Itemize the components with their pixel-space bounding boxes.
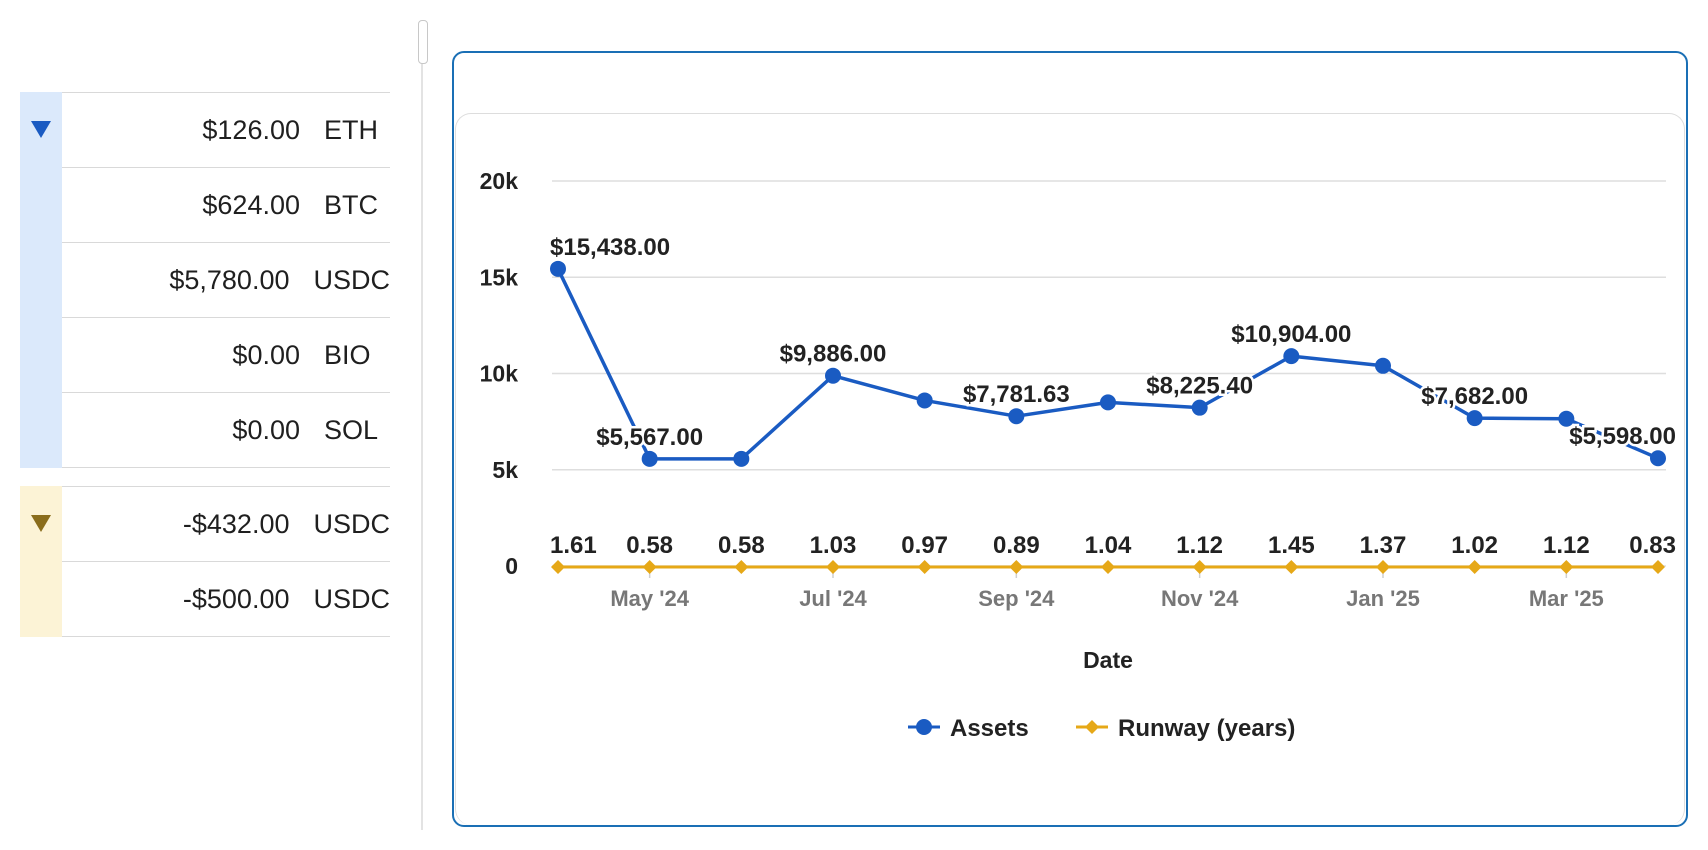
runway-point — [1651, 560, 1665, 574]
collapse-toggle-liabilities[interactable] — [20, 486, 62, 560]
table-row[interactable]: $0.00 BIO — [62, 317, 390, 392]
table-row[interactable]: $5,780.00 USDC — [62, 242, 390, 317]
currency-cell: SOL — [324, 414, 379, 445]
data-label: 1.37 — [1360, 532, 1407, 559]
group-strip — [20, 486, 62, 637]
data-label: 0.83 — [1629, 532, 1676, 559]
data-label: 1.12 — [1176, 532, 1223, 559]
table-row[interactable]: -$500.00 USDC — [62, 561, 390, 637]
triangle-down-icon — [31, 120, 51, 138]
panel-divider — [421, 22, 423, 830]
data-label: $5,567.00 — [596, 424, 703, 451]
amount-cell: $624.00 — [202, 189, 300, 220]
data-label: $7,781.63 — [963, 381, 1070, 408]
data-label: 1.12 — [1543, 532, 1590, 559]
data-label: 1.03 — [810, 532, 857, 559]
amount-cell: $0.00 — [232, 414, 300, 445]
assets-point — [1100, 394, 1116, 411]
assets-point — [1558, 410, 1575, 427]
chart-card — [455, 113, 1685, 825]
currency-cell: BIO — [324, 339, 371, 370]
data-label: $8,225.40 — [1146, 373, 1253, 400]
assets-point — [1283, 348, 1300, 365]
assets-point — [1650, 450, 1666, 467]
runway-point — [917, 560, 932, 574]
holdings-group-assets: $126.00 ETH $624.00 BTC $5,780.00 USDC $0.0… — [20, 92, 390, 468]
runway-point — [1559, 560, 1574, 574]
currency-cell: ETH — [324, 114, 378, 145]
holdings-table: $126.00 ETH $624.00 BTC $5,780.00 USDC $0.0… — [20, 92, 390, 637]
collapse-toggle-assets[interactable] — [20, 92, 62, 166]
legend-label: Runway (years) — [1118, 715, 1295, 742]
series-line-assets — [556, 268, 1659, 461]
runway-point — [734, 560, 749, 574]
currency-cell: USDC — [313, 508, 390, 539]
runway-point — [826, 560, 840, 574]
table-row[interactable]: $624.00 BTC — [62, 167, 390, 242]
y-tick-label: 5k — [492, 457, 518, 483]
assets-point — [1466, 410, 1483, 427]
triangle-down-icon — [31, 514, 51, 532]
currency-cell: USDC — [313, 264, 390, 295]
currency-cell: USDC — [313, 583, 390, 614]
amount-cell: $5,780.00 — [169, 264, 290, 295]
runway-point — [1284, 560, 1299, 574]
currency-cell: BTC — [324, 189, 378, 220]
data-label: 0.58 — [626, 532, 673, 559]
data-label: 0.97 — [901, 532, 948, 559]
x-tick-label: Jan '25 — [1346, 586, 1420, 611]
assets-point — [825, 367, 841, 384]
group-strip — [20, 92, 62, 468]
amount-cell: $126.00 — [202, 114, 300, 145]
data-label: 1.45 — [1268, 532, 1315, 559]
data-label: 1.61 — [550, 532, 597, 559]
data-label: 1.02 — [1451, 532, 1498, 559]
y-tick-label: 10k — [480, 361, 519, 387]
runway-point — [642, 560, 657, 574]
amount-cell: -$432.00 — [182, 508, 290, 539]
assets-point — [1008, 408, 1025, 425]
x-tick-label: May '24 — [610, 586, 689, 611]
y-tick-label: 20k — [480, 168, 519, 194]
assets-point — [916, 392, 933, 409]
table-row[interactable]: $126.00 ETH — [62, 92, 390, 167]
data-label: 0.89 — [993, 532, 1040, 559]
assets-point — [1191, 399, 1208, 416]
data-label: $5,598.00 — [1569, 423, 1676, 450]
x-tick-label: Jul '24 — [799, 586, 867, 611]
assets-point — [733, 450, 750, 467]
data-label: $9,886.00 — [780, 341, 887, 368]
holdings-group-liabilities: -$432.00 USDC -$500.00 USDC — [20, 486, 390, 637]
data-label: 1.04 — [1085, 532, 1132, 559]
legend-marker — [1085, 720, 1099, 734]
legend-marker — [916, 719, 932, 735]
x-tick-label: Mar '25 — [1529, 586, 1604, 611]
runway-point — [1009, 560, 1024, 574]
resize-handle[interactable] — [418, 20, 428, 64]
assets-point — [550, 260, 566, 277]
runway-point — [1467, 560, 1482, 574]
runway-point — [1101, 560, 1115, 574]
runway-point — [1192, 560, 1207, 574]
y-tick-label: 0 — [505, 553, 518, 579]
assets-point — [1375, 357, 1391, 374]
table-row[interactable]: $0.00 SOL — [62, 392, 390, 468]
x-tick-label: Nov '24 — [1161, 586, 1239, 611]
x-tick-label: Sep '24 — [978, 586, 1055, 611]
table-row[interactable]: -$432.00 USDC — [62, 486, 390, 561]
data-label: 0.58 — [718, 532, 765, 559]
amount-cell: $0.00 — [232, 339, 300, 370]
data-label: $10,904.00 — [1231, 321, 1351, 348]
runway-point — [1376, 560, 1390, 574]
chart-panel — [452, 51, 1688, 827]
amount-cell: -$500.00 — [182, 583, 290, 614]
data-label: $15,438.00 — [550, 234, 670, 261]
data-label: $7,682.00 — [1421, 383, 1528, 410]
x-axis-title: Date — [1083, 647, 1133, 673]
y-tick-label: 15k — [480, 264, 519, 290]
legend-label: Assets — [950, 715, 1029, 742]
assets-point — [641, 450, 658, 467]
runway-point — [551, 560, 565, 574]
